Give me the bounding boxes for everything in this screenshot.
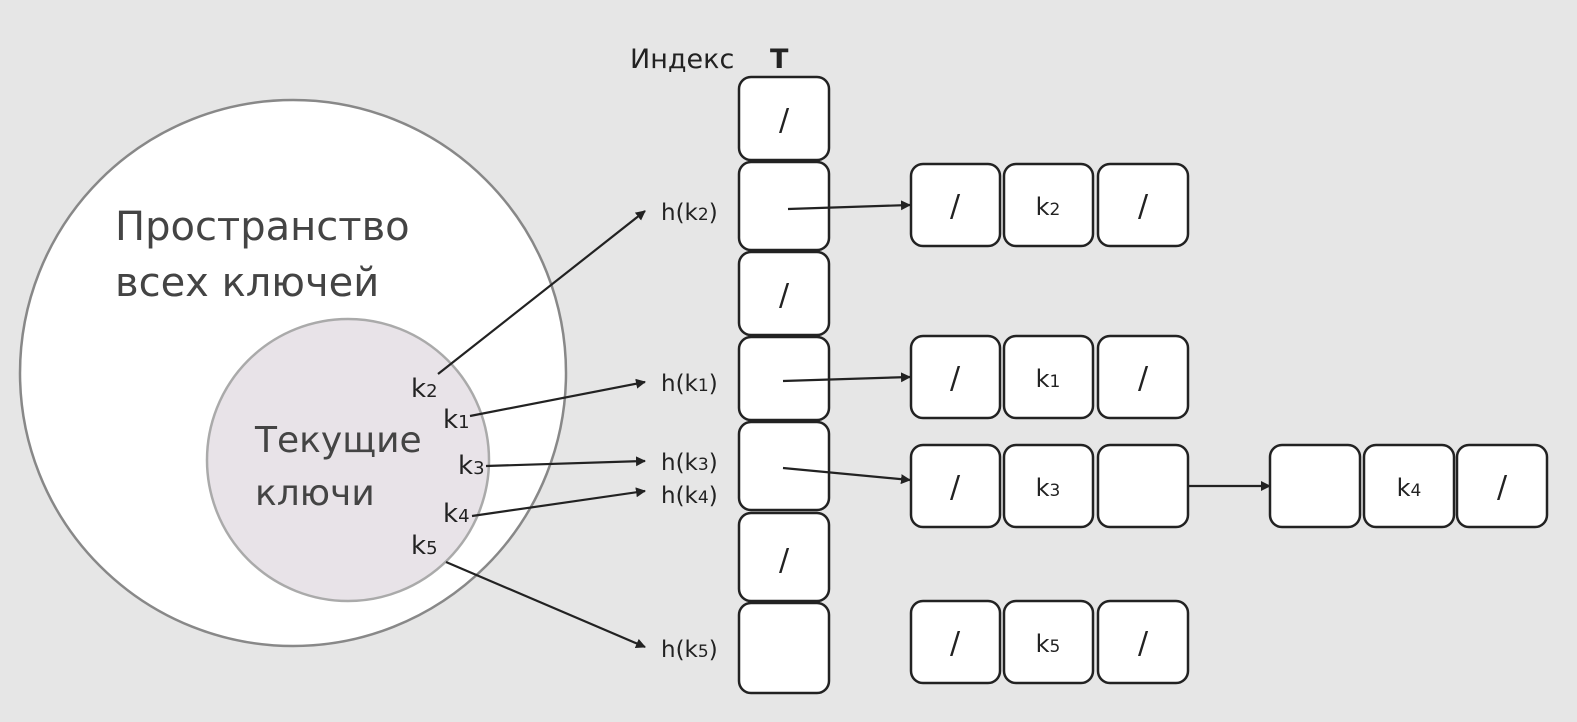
node-k4-next [1455,443,1549,529]
node-k2-next-value: / [1138,189,1149,224]
arrow-k2-to-hash [437,210,646,375]
hash-table: / / / [737,75,831,695]
chain-node-k5: / k5 / [909,599,1190,685]
node-k5-key [1002,599,1095,685]
table-slot-1 [737,160,831,252]
chain-node-k2: / k2 / [909,162,1190,248]
table-slot-0 [737,75,831,162]
table-slot-5-value: / [779,543,790,578]
node-k1-next-value: / [1138,361,1149,396]
node-k1-prev-value: / [950,361,961,396]
table-slot-6 [737,601,831,695]
universe-label-line1: Пространство [115,204,410,250]
node-k5-prev-value: / [950,626,961,661]
current-keys-label-line1: Текущие [254,420,422,461]
node-k1-key [1002,334,1095,420]
current-keys-circle [205,317,491,603]
node-k4-prev [1268,443,1362,529]
node-k2-prev [909,162,1002,248]
key-label-k1: k1 [443,405,470,435]
hash-label-k4: h(k4) [661,483,718,509]
node-k1-prev [909,334,1002,420]
node-k2-prev-value: / [950,189,961,224]
node-k5-key-value: k5 [1036,630,1061,658]
hash-label-k3: h(k3) [661,450,718,476]
table-slot-5 [737,511,831,603]
current-keys-label-line2: ключи [255,473,375,514]
arrow-k5-to-hash [445,560,646,649]
index-label: Индекс [630,44,734,75]
node-k3-key [1002,443,1095,529]
arrow-k3-to-hash [485,456,646,468]
key-label-k2: k2 [411,374,438,404]
key-label-k4: k4 [443,499,470,529]
node-k2-next [1096,162,1190,248]
table-slot-3 [737,335,831,422]
hash-label-k1: h(k1) [661,371,718,397]
node-k1-next [1096,334,1190,420]
node-k5-next-value: / [1138,626,1149,661]
chain-node-k1: / k1 / [909,334,1190,420]
table-slot-0-value: / [779,103,790,138]
node-k4-key [1362,443,1456,529]
key-label-k5: k5 [411,531,438,561]
chain-node-k3: / k3 [909,443,1190,529]
node-k2-key [1002,162,1095,248]
arrow-k1-to-hash [469,378,646,418]
table-slot-2 [737,250,831,337]
node-k5-next [1096,599,1190,685]
table-label: T [770,44,789,75]
node-k3-prev-value: / [950,470,961,505]
chain-node-k4: k4 / [1268,443,1549,529]
hash-label-k2: h(k2) [661,200,718,226]
node-k4-key-value: k4 [1397,474,1422,502]
node-k3-next [1096,443,1190,529]
node-k5-prev [909,599,1002,685]
pointer-slot4-to-k3 [782,466,911,485]
node-k1-key-value: k1 [1036,365,1061,393]
node-k3-key-value: k3 [1036,474,1061,502]
table-slot-2-value: / [779,278,790,313]
node-k2-key-value: k2 [1036,193,1061,221]
universe-label-line2: всех ключей [115,260,379,306]
node-k4-next-value: / [1497,470,1508,505]
table-slot-4 [737,420,831,512]
node-k3-prev [909,443,1002,529]
key-label-k3: k3 [458,451,485,481]
pointer-slot1-to-k2 [787,200,911,211]
pointer-slot3-to-k1 [782,372,911,383]
arrow-k4-to-hash [471,487,646,518]
hash-label-k5: h(k5) [661,637,718,663]
